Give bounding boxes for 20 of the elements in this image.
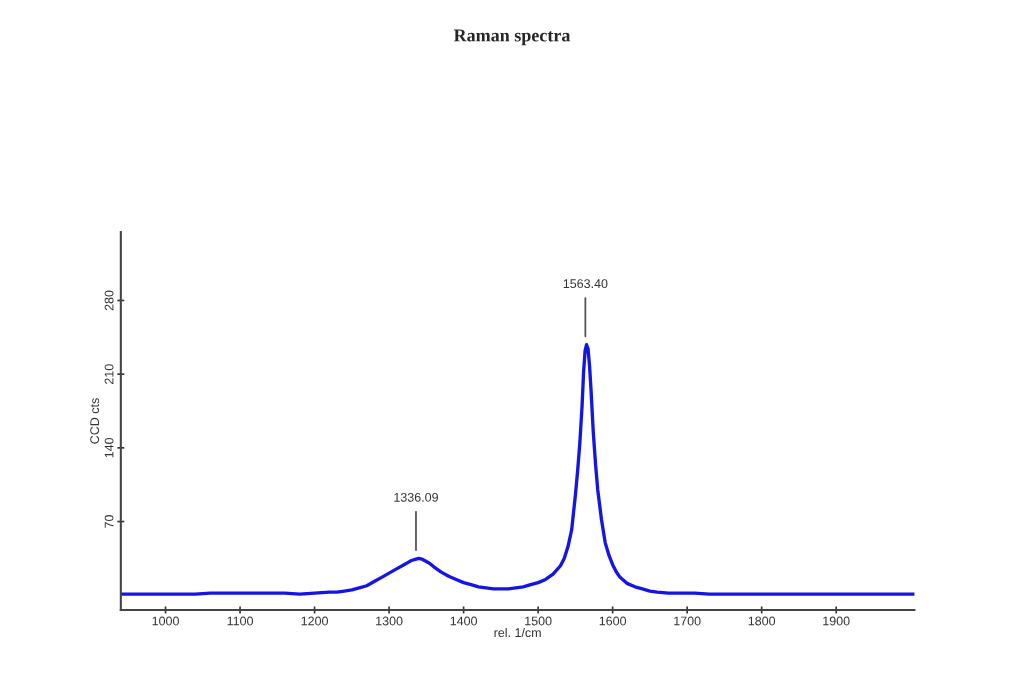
x-tick-label: 1600 — [599, 616, 627, 626]
x-tick-label: 1200 — [301, 616, 328, 626]
x-tick-label: 1500 — [525, 616, 552, 626]
y-tick-label: 280 — [104, 290, 114, 311]
y-tick-label: 210 — [104, 364, 114, 384]
x-tick-label: 1800 — [748, 616, 776, 626]
x-tick-label: 1900 — [823, 616, 850, 626]
x-tick-label: 1400 — [450, 616, 478, 626]
x-axis-title: rel. 1/cm — [494, 627, 541, 638]
y-tick-label: 140 — [104, 437, 114, 458]
x-tick-label: 1700 — [674, 616, 701, 626]
annotation: 1336.09 — [394, 492, 438, 502]
y-axis-title: CCD cts — [90, 398, 100, 444]
x-tick-label: 1100 — [227, 616, 254, 626]
x-tick-label: 1300 — [376, 616, 403, 626]
y-tick-label: 70 — [104, 515, 114, 528]
chart-title: Raman spectra — [453, 29, 571, 46]
annotation: 1563.40 — [563, 279, 608, 289]
line-series — [120, 343, 915, 596]
x-tick-label: 1000 — [152, 616, 179, 626]
